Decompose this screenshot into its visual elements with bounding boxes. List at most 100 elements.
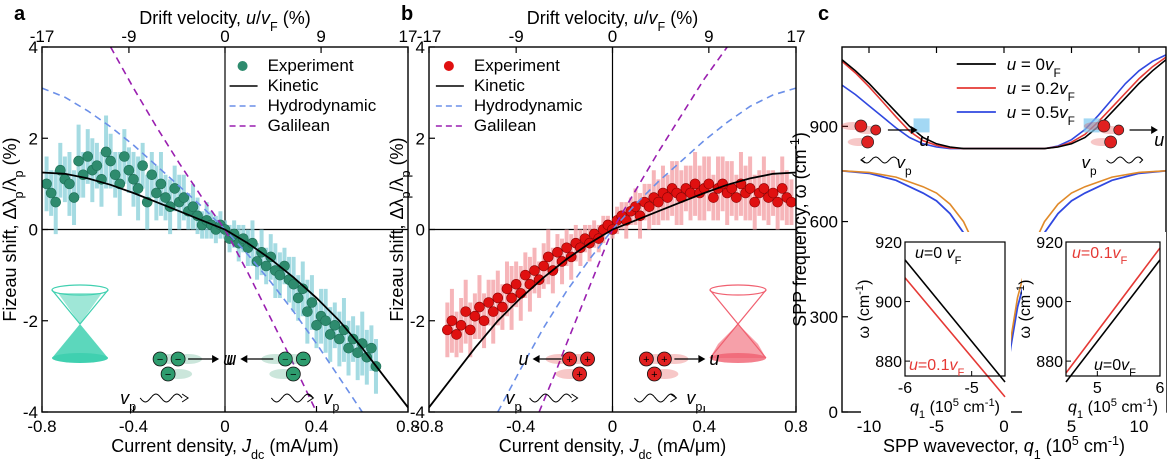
data-point: [260, 260, 272, 272]
svg-text:+: +: [566, 354, 572, 366]
y-tick-label: -2: [410, 312, 425, 331]
panel-label: c: [818, 3, 829, 25]
svg-text:+: +: [661, 354, 667, 366]
data-point: [82, 151, 94, 162]
data-point: [767, 187, 779, 199]
data-point: [73, 155, 84, 167]
data-point: [352, 347, 363, 358]
vp-label: vp: [506, 388, 522, 414]
y-tick-label: 0: [29, 221, 38, 240]
y-tick-label: 2: [416, 129, 425, 148]
galilean-line: [538, 47, 728, 412]
legend-label: u = 0.2vF: [1007, 79, 1075, 104]
data-point: [302, 306, 313, 317]
x-tick-label: 0.4: [305, 417, 329, 436]
data-point: [50, 196, 62, 208]
inset-y-tick-label: 920: [1036, 235, 1063, 252]
data-point: [446, 315, 458, 327]
highlight-box-right: [1083, 118, 1100, 133]
data-point: [758, 183, 770, 194]
data-point: [297, 283, 309, 295]
dirac-cone-icon: [51, 284, 109, 363]
hydrodynamic-line: [497, 87, 796, 412]
y-tick-label: -4: [410, 403, 425, 422]
data-point: [533, 274, 545, 285]
data-point: [119, 151, 130, 162]
inset-x-tick-label: 6: [1156, 380, 1165, 397]
legend-label: u = 0.5vF: [1007, 103, 1075, 128]
top-tick-label: -17: [417, 27, 442, 46]
y-tick-label: 2: [29, 129, 38, 148]
legend-label: Experiment: [268, 56, 354, 75]
data-point: [538, 260, 549, 272]
hydrodynamic-line: [42, 87, 363, 412]
data-point: [492, 292, 504, 304]
top-tick-label: 17: [787, 27, 806, 46]
y-axis-label: SPP frequency, ω (cm-1): [788, 132, 810, 327]
legend-marker-experiment: [443, 61, 454, 71]
top-tick-label: 0: [220, 27, 229, 46]
data-point: [361, 351, 373, 363]
inset-line: [904, 259, 1006, 383]
data-point: [100, 146, 112, 158]
data-point: [703, 178, 715, 190]
data-point: [689, 178, 701, 190]
data-point: [334, 333, 345, 345]
data-point: [306, 297, 318, 308]
data-point: [662, 192, 673, 203]
data-point: [575, 242, 586, 254]
carrier-flow-icon-right: + ++uvp: [634, 349, 719, 414]
data-point: [178, 192, 190, 203]
data-point: [460, 306, 472, 317]
data-point: [630, 201, 641, 212]
svg-text:−: −: [157, 354, 163, 366]
inset-line: [904, 277, 1006, 398]
top-tick-label: 9: [316, 27, 325, 46]
inset-y-label: ω (cm-1): [1015, 280, 1034, 339]
data-point: [274, 269, 286, 281]
x-tick-label: 0.4: [692, 417, 716, 436]
x-tick-label: 10: [1130, 417, 1149, 436]
inset-label-bottom: u=0vF: [1094, 357, 1136, 379]
vp-label: vp: [686, 388, 702, 414]
y-tick-label: -2: [23, 312, 38, 331]
kinetic-line: [429, 171, 796, 408]
data-point: [292, 292, 304, 304]
x-axis-label: SPP wavevector, q1 (105 cm-1): [883, 434, 1125, 462]
x-axis-label: Current density, Jdc (mA/μm): [111, 436, 338, 462]
x-tick-label: 0.8: [396, 417, 420, 436]
data-point: [105, 155, 116, 167]
svg-text:u: u: [519, 349, 529, 369]
data-point: [151, 187, 162, 199]
y-tick-label: 900: [810, 117, 838, 136]
u-label: u: [919, 130, 929, 150]
inset-label-bottom: u=0.1vF: [909, 357, 965, 379]
y-tick-label: 4: [416, 38, 425, 57]
data-point: [64, 178, 75, 190]
inset-line: [1065, 247, 1161, 374]
top-axis-label: Drift velocity, u/vF (%): [139, 8, 310, 34]
data-point: [708, 192, 719, 203]
x-tick-label: -10: [857, 417, 882, 436]
plot-area: [42, 47, 408, 412]
y-axis-label: Fizeau shift, Δλp/λp (%): [0, 137, 26, 321]
vp-label: vp: [1081, 153, 1097, 178]
legend-label: Kinetic: [474, 76, 526, 95]
inset-x-tick-label: -6: [898, 380, 912, 397]
x-tick-label: 0.8: [784, 417, 808, 436]
kinetic-line: [42, 171, 408, 408]
legend-marker-experiment: [237, 61, 248, 71]
inset-frame: [904, 241, 1006, 377]
data-point: [497, 301, 508, 313]
data-point: [187, 201, 199, 212]
data-point: [137, 160, 148, 171]
data-point: [288, 278, 299, 290]
data-point: [320, 315, 331, 327]
legend-label: Galilean: [474, 116, 536, 135]
data-point: [561, 242, 572, 254]
top-tick-label: -17: [30, 27, 55, 46]
svg-text:+: +: [576, 369, 582, 381]
data-point: [455, 320, 467, 331]
